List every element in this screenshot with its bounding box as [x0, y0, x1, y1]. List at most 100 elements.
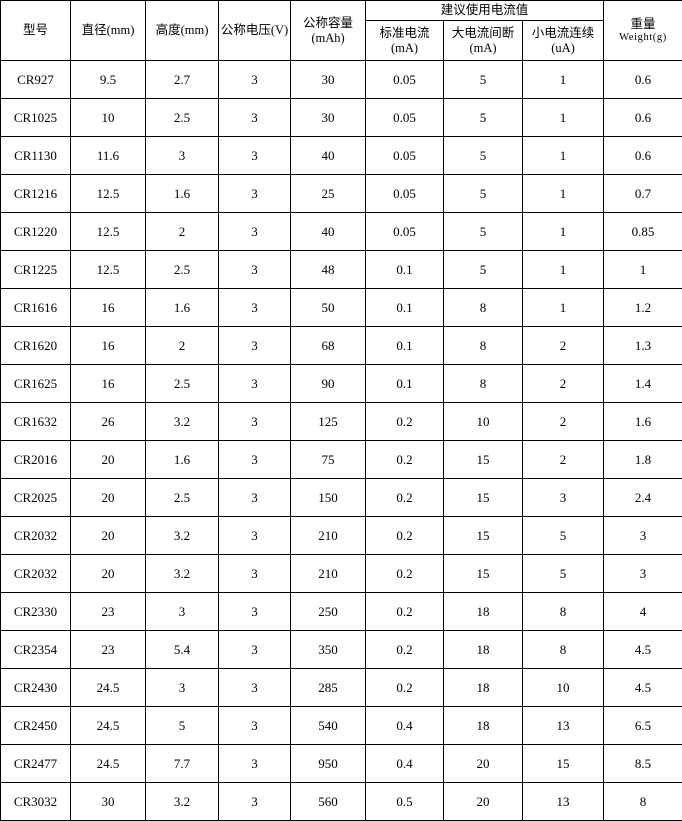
cell-low-current: 1	[523, 289, 604, 327]
cell-voltage: 3	[219, 707, 291, 745]
cell-voltage: 3	[219, 403, 291, 441]
cell-voltage: 3	[219, 631, 291, 669]
cell-high-current: 15	[444, 441, 523, 479]
cell-diameter: 16	[71, 327, 146, 365]
cell-height: 5	[146, 707, 219, 745]
cell-low-current: 1	[523, 175, 604, 213]
cell-weight: 0.6	[604, 61, 682, 99]
cell-low-current: 5	[523, 517, 604, 555]
cell-diameter: 16	[71, 289, 146, 327]
capacity-header-line1: 公称容量	[303, 16, 353, 30]
high-current-header-line2: (mA)	[445, 41, 521, 56]
cell-voltage: 3	[219, 365, 291, 403]
cell-voltage: 3	[219, 745, 291, 783]
cell-standard-current: 0.1	[366, 251, 444, 289]
cell-weight: 2.4	[604, 479, 682, 517]
cell-low-current: 10	[523, 669, 604, 707]
cell-high-current: 8	[444, 327, 523, 365]
column-header-diameter: 直径(mm)	[71, 1, 146, 61]
column-header-low-current: 小电流连续 (uA)	[523, 21, 604, 61]
column-header-model: 型号	[1, 1, 71, 61]
cell-capacity: 560	[291, 783, 366, 821]
cell-diameter: 11.6	[71, 137, 146, 175]
cell-weight: 3	[604, 517, 682, 555]
column-header-voltage: 公称电压(V)	[219, 1, 291, 61]
cell-standard-current: 0.4	[366, 707, 444, 745]
cell-diameter: 30	[71, 783, 146, 821]
cell-high-current: 10	[444, 403, 523, 441]
cell-high-current: 8	[444, 289, 523, 327]
cell-weight: 1	[604, 251, 682, 289]
cell-voltage: 3	[219, 251, 291, 289]
cell-low-current: 1	[523, 61, 604, 99]
cell-model: CR2016	[1, 441, 71, 479]
cell-voltage: 3	[219, 213, 291, 251]
cell-height: 7.7	[146, 745, 219, 783]
cell-capacity: 30	[291, 61, 366, 99]
cell-diameter: 20	[71, 555, 146, 593]
cell-model: CR2477	[1, 745, 71, 783]
cell-low-current: 5	[523, 555, 604, 593]
cell-voltage: 3	[219, 175, 291, 213]
cell-model: CR2450	[1, 707, 71, 745]
cell-high-current: 5	[444, 175, 523, 213]
cell-weight: 1.8	[604, 441, 682, 479]
column-header-height: 高度(mm)	[146, 1, 219, 61]
cell-weight: 1.2	[604, 289, 682, 327]
cell-voltage: 3	[219, 61, 291, 99]
cell-weight: 0.7	[604, 175, 682, 213]
cell-diameter: 10	[71, 99, 146, 137]
cell-model: CR1620	[1, 327, 71, 365]
cell-capacity: 40	[291, 137, 366, 175]
cell-model: CR1625	[1, 365, 71, 403]
cell-weight: 0.85	[604, 213, 682, 251]
cell-height: 3.2	[146, 783, 219, 821]
cell-diameter: 16	[71, 365, 146, 403]
low-current-header-line2: (uA)	[524, 41, 602, 56]
cell-diameter: 23	[71, 593, 146, 631]
cell-standard-current: 0.05	[366, 61, 444, 99]
cell-standard-current: 0.2	[366, 441, 444, 479]
cell-standard-current: 0.1	[366, 365, 444, 403]
cell-standard-current: 0.2	[366, 479, 444, 517]
cell-diameter: 12.5	[71, 213, 146, 251]
cell-voltage: 3	[219, 517, 291, 555]
cell-model: CR1616	[1, 289, 71, 327]
cell-capacity: 40	[291, 213, 366, 251]
column-header-standard-current: 标准电流(mA)	[366, 21, 444, 61]
cell-height: 2.5	[146, 479, 219, 517]
cell-capacity: 25	[291, 175, 366, 213]
cell-model: CR1025	[1, 99, 71, 137]
cell-model: CR2354	[1, 631, 71, 669]
cell-height: 2	[146, 327, 219, 365]
cell-high-current: 18	[444, 631, 523, 669]
cell-capacity: 210	[291, 555, 366, 593]
cell-voltage: 3	[219, 479, 291, 517]
cell-diameter: 20	[71, 441, 146, 479]
cell-weight: 4.5	[604, 631, 682, 669]
cell-weight: 4	[604, 593, 682, 631]
cell-standard-current: 0.05	[366, 175, 444, 213]
cell-capacity: 75	[291, 441, 366, 479]
cell-diameter: 24.5	[71, 745, 146, 783]
cell-standard-current: 0.2	[366, 669, 444, 707]
cell-low-current: 2	[523, 327, 604, 365]
capacity-header-line2: (mAh)	[292, 31, 364, 46]
cell-model: CR3032	[1, 783, 71, 821]
cell-voltage: 3	[219, 669, 291, 707]
cell-weight: 0.6	[604, 137, 682, 175]
cell-high-current: 15	[444, 517, 523, 555]
cell-capacity: 250	[291, 593, 366, 631]
cell-low-current: 1	[523, 99, 604, 137]
cell-diameter: 24.5	[71, 669, 146, 707]
cell-standard-current: 0.05	[366, 137, 444, 175]
cell-voltage: 3	[219, 593, 291, 631]
cell-low-current: 1	[523, 213, 604, 251]
cell-height: 3	[146, 593, 219, 631]
